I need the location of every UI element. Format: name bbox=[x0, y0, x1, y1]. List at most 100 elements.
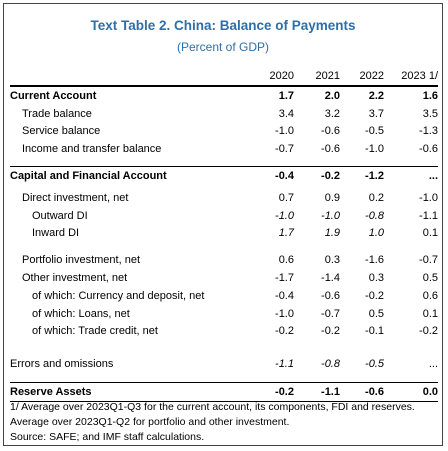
cell-value: 0.0 bbox=[384, 382, 438, 402]
cell-value: -1.4 bbox=[321, 272, 340, 285]
cell-value: -1.0 bbox=[321, 209, 340, 222]
cell-value: -0.2 bbox=[321, 325, 340, 338]
row-label: of which: Currency and deposit, net bbox=[32, 289, 205, 302]
cell-value: -0.7 bbox=[321, 307, 340, 320]
cell-value: -0.2 bbox=[294, 166, 340, 185]
cell-value: -1.7 bbox=[275, 272, 294, 285]
cell-value: 3.7 bbox=[368, 107, 384, 120]
cell-value: 3.5 bbox=[422, 107, 438, 120]
cell-value: 1.7 bbox=[278, 89, 294, 102]
row-label: of which: Loans, net bbox=[32, 307, 130, 320]
cell-value: -1.0 bbox=[365, 143, 384, 156]
cell-value: 2.0 bbox=[324, 89, 340, 102]
table-row: of which: Loans, net -1.0 -0.7 0.5 0.1 bbox=[10, 305, 438, 323]
cell-value: 0.2 bbox=[368, 191, 384, 204]
cell-value: 3.4 bbox=[278, 107, 294, 120]
cell-value: 0.9 bbox=[324, 191, 340, 204]
spacer bbox=[10, 242, 438, 251]
cell-value: -0.2 bbox=[365, 289, 384, 302]
footnote: 1/ Average over 2023Q1-Q3 for the curren… bbox=[10, 401, 415, 413]
footnotes: 1/ Average over 2023Q1-Q3 for the curren… bbox=[10, 400, 415, 445]
cell-value: ... bbox=[384, 166, 438, 185]
row-label: Outward DI bbox=[32, 209, 88, 222]
cell-value: -1.1 bbox=[275, 358, 294, 371]
spacer-cell bbox=[10, 340, 438, 355]
header-cell bbox=[10, 66, 242, 87]
row-label: Capital and Financial Account bbox=[10, 166, 242, 185]
footnote: Average over 2023Q1-Q2 for portfolio and… bbox=[10, 416, 290, 428]
cell-value: -0.5 bbox=[365, 358, 384, 371]
table-row: Errors and omissions -1.1 -0.8 -0.5... bbox=[10, 355, 438, 373]
cell-value: 0.5 bbox=[368, 307, 384, 320]
cell-value: 0.1 bbox=[422, 307, 438, 320]
cell-value: 1.7 bbox=[278, 227, 294, 240]
cell-value: 3.2 bbox=[324, 107, 340, 120]
footnote: Source: SAFE; and IMF staff calculations… bbox=[10, 431, 205, 443]
cell-value: -0.2 bbox=[242, 382, 294, 402]
row-label: of which: Trade credit, net bbox=[32, 325, 158, 338]
table-row: Capital and Financial Account -0.4 -0.2 -1.… bbox=[10, 166, 438, 185]
cell-value: -0.7 bbox=[275, 143, 294, 156]
table-row: Direct investment, net 0.7 0.9 0.2 -1.0 bbox=[10, 189, 438, 207]
table-row: Service balance -1.0 -0.6 -0.5 -1.3 bbox=[10, 123, 438, 141]
row-label: Income and transfer balance bbox=[22, 143, 162, 156]
subtitle: (Percent of GDP) bbox=[176, 40, 270, 54]
cell-value: -1.0 bbox=[275, 307, 294, 320]
row-label: Inward DI bbox=[32, 227, 80, 240]
column-header: 2020 bbox=[242, 66, 294, 87]
cell-value: -1.0 bbox=[419, 191, 438, 204]
row-label: Current Account bbox=[10, 89, 97, 102]
cell-value: 0.3 bbox=[324, 254, 340, 267]
table-row: Outward DI -1.0 -1.0 -0.8 -1.1 bbox=[10, 207, 438, 225]
spacer bbox=[10, 340, 438, 355]
cell-value: 0.6 bbox=[278, 254, 294, 267]
spacer bbox=[10, 158, 438, 167]
cell-value: -1.0 bbox=[275, 125, 294, 138]
cell-value: 0.7 bbox=[278, 191, 294, 204]
cell-value: -0.8 bbox=[321, 358, 340, 371]
table-row: Other investment, net -1.7 -1.4 0.3 0.5 bbox=[10, 269, 438, 287]
cell-value: 1.0 bbox=[368, 227, 384, 240]
row-label: Reserve Assets bbox=[10, 382, 242, 402]
spacer bbox=[10, 373, 438, 383]
cell-value: -0.1 bbox=[365, 325, 384, 338]
title: Text Table 2. China: Balance of Payments bbox=[90, 18, 356, 33]
table-row: Portfolio investment, net 0.6 0.3 -1.6 -0.7 bbox=[10, 251, 438, 269]
cell-value: ... bbox=[428, 358, 438, 371]
cell-value: -0.6 bbox=[340, 382, 384, 402]
cell-value: -1.3 bbox=[419, 125, 438, 138]
cell-value: -0.2 bbox=[419, 325, 438, 338]
cell-value: -0.6 bbox=[321, 125, 340, 138]
row-label: Direct investment, net bbox=[22, 191, 129, 204]
spacer-cell bbox=[10, 373, 438, 383]
spacer-cell bbox=[10, 158, 438, 167]
cell-value: -1.0 bbox=[275, 209, 294, 222]
table-row: Current Account 1.7 2.0 2.2 1.6 bbox=[10, 86, 438, 105]
cell-value: -0.5 bbox=[365, 125, 384, 138]
cell-value: 1.6 bbox=[422, 89, 438, 102]
column-header: 2021 bbox=[294, 66, 340, 87]
cell-value: -1.1 bbox=[419, 209, 438, 222]
table-row: Trade balance 3.4 3.2 3.7 3.5 bbox=[10, 105, 438, 123]
cell-value: -1.2 bbox=[340, 166, 384, 185]
cell-value: -1.6 bbox=[365, 254, 384, 267]
cell-value: -0.6 bbox=[321, 289, 340, 302]
header-row: 2020 2021 2022 2023 1/ bbox=[10, 66, 438, 87]
column-header: 2023 1/ bbox=[384, 66, 438, 87]
spacer-cell bbox=[10, 242, 438, 251]
row-label: Service balance bbox=[22, 125, 101, 138]
cell-value: -0.4 bbox=[275, 289, 294, 302]
cell-value: 0.1 bbox=[422, 227, 438, 240]
table-row: of which: Currency and deposit, net -0.4 -… bbox=[10, 287, 438, 305]
cell-value: -0.6 bbox=[321, 143, 340, 156]
cell-value: -0.2 bbox=[275, 325, 294, 338]
cell-value: -0.8 bbox=[365, 209, 384, 222]
table-row: Inward DI 1.7 1.9 1.0 0.1 bbox=[10, 225, 438, 243]
row-label: Other investment, net bbox=[22, 272, 128, 285]
cell-value: 1.9 bbox=[324, 227, 340, 240]
table-page: Text Table 2. China: Balance of Payments… bbox=[3, 3, 443, 446]
cell-value: -0.6 bbox=[419, 143, 438, 156]
table-row: Income and transfer balance -0.7 -0.6 -1.0 -… bbox=[10, 140, 438, 158]
row-label: Portfolio investment, net bbox=[22, 254, 141, 267]
cell-value: 0.6 bbox=[422, 289, 438, 302]
